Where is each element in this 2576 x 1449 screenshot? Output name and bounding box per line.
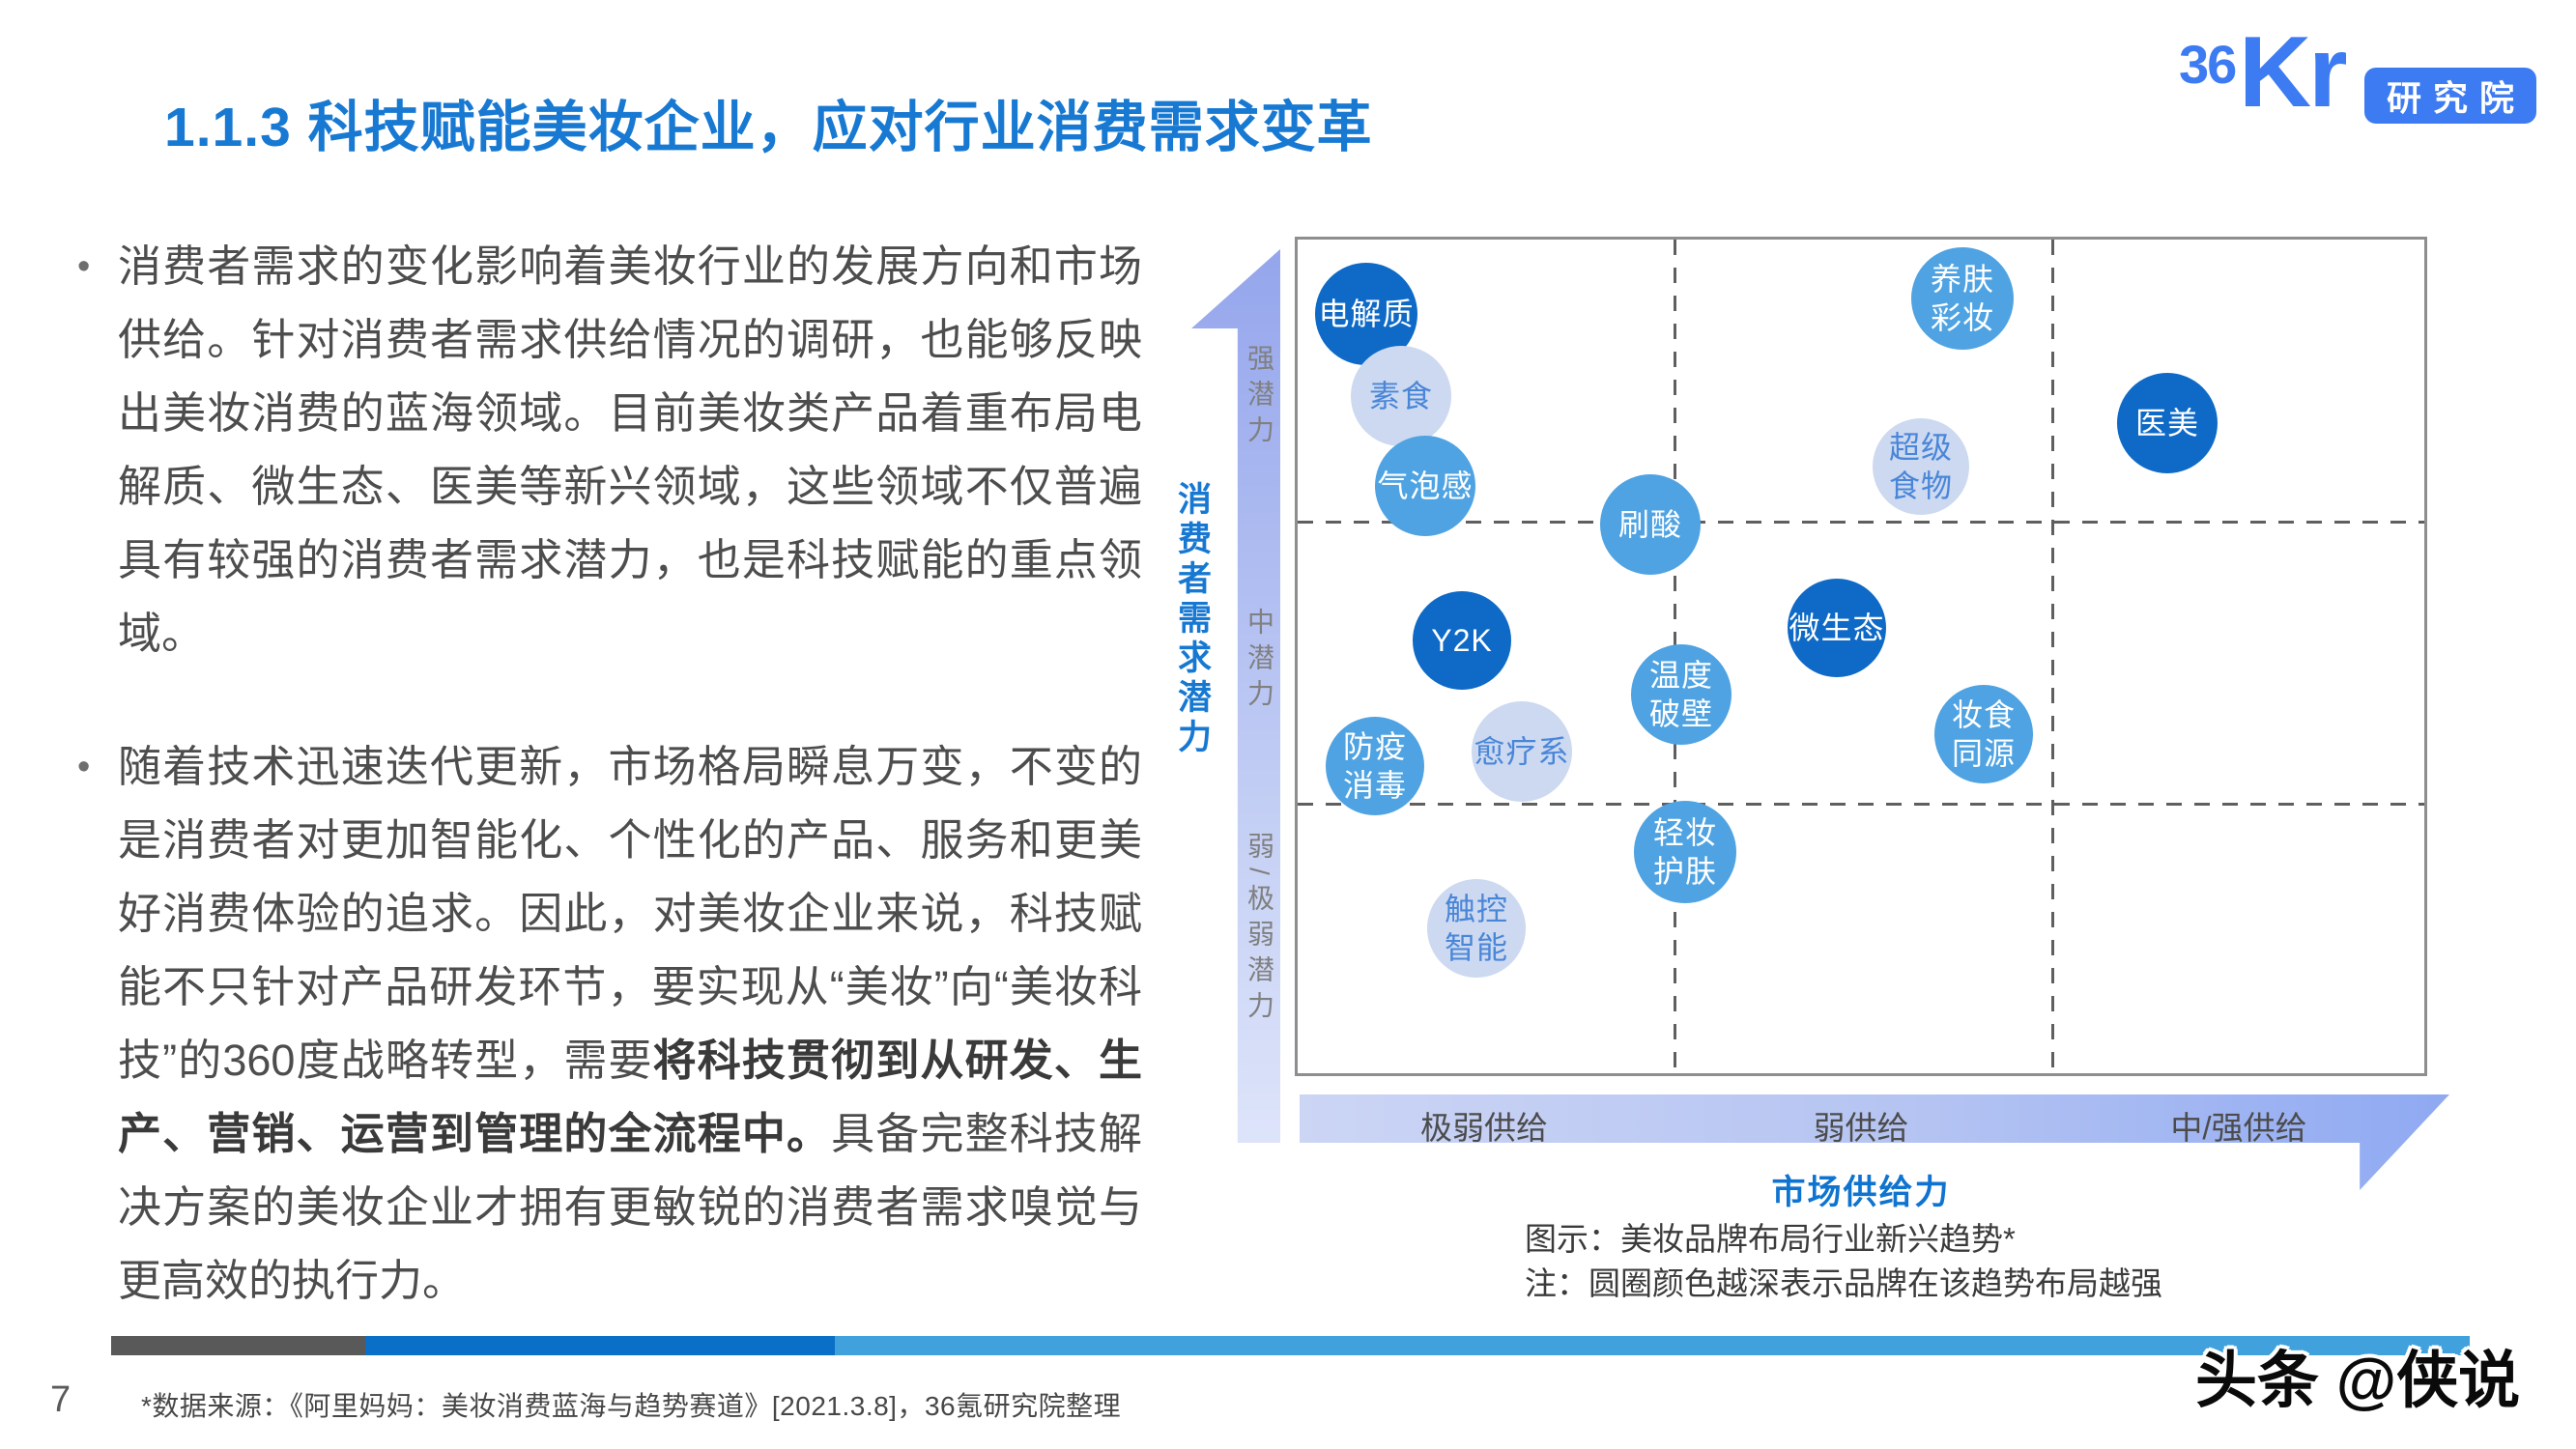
chart-bubble-气泡感: 气泡感 bbox=[1375, 436, 1475, 536]
chart-bubble-Y2K: Y2K bbox=[1413, 591, 1511, 690]
chart-bubble-愈疗系: 愈疗系 bbox=[1472, 701, 1572, 802]
bullet-dot: • bbox=[77, 246, 91, 287]
chart-caption-note: 注：圆圈颜色越深表示品牌在该趋势布局越强 bbox=[1525, 1265, 2162, 1301]
bullet-item-1: • 消费者需求的变化影响着美妆行业的发展方向和市场供给。针对消费者需求供给情况的调… bbox=[75, 230, 1142, 670]
x-tick-weak-supply: 弱供给 bbox=[1813, 1110, 1909, 1146]
bullet-2-post: 具备完整科技解决方案的美妆企业才拥有更敏锐的消费者需求嗅觉与更高效的执行力。 bbox=[118, 1109, 1142, 1305]
bullet-2-text: 随着技术迅速迭代更新，市场格局瞬息万变，不变的是消费者对更加智能化、个性化的产品… bbox=[118, 742, 1142, 1085]
chart-bubble-素食: 素食 bbox=[1351, 346, 1451, 446]
y-tick-strong: 强潜力 bbox=[1245, 344, 1274, 451]
progress-segment-blue bbox=[365, 1336, 835, 1355]
logo-36-text: 36 bbox=[2179, 34, 2237, 95]
x-tick-very-weak-supply: 极弱供给 bbox=[1420, 1110, 1548, 1146]
footer-progress-bar bbox=[111, 1336, 2470, 1355]
chart-bubble-防疫消毒: 防疫 消毒 bbox=[1326, 717, 1424, 815]
chart-bubble-超级食物: 超级 食物 bbox=[1873, 418, 1969, 515]
gridline-vertical-2 bbox=[2051, 240, 2054, 1073]
x-axis-arrow: 极弱供给 弱供给 中/强供给 bbox=[1300, 1094, 2449, 1190]
bullet-2-bold: 将科技贯彻到从研发、生产、营销、运营到管理的全流程中。 bbox=[118, 1036, 1142, 1158]
trend-bubble-chart: 消费者需求潜力 强潜力 中潜力 弱/极弱潜力 电解质 素食 气泡感 刷酸 Y2K 防疫 消毒… bbox=[1159, 222, 2532, 1323]
chart-bubble-妆食同源: 妆食 同源 bbox=[1934, 685, 2033, 783]
bullet-1-text: 消费者需求的变化影响着美妆行业的发展方向和市场供给。针对消费者需求供给情况的调研… bbox=[118, 242, 1142, 658]
logo-kr-text: Kr bbox=[2239, 16, 2348, 128]
watermark: 头条 @侠说 bbox=[2195, 1346, 2521, 1415]
chart-bubble-微生态: 微生态 bbox=[1788, 579, 1886, 677]
y-tick-medium: 中潜力 bbox=[1245, 608, 1274, 715]
bullet-dot: • bbox=[77, 747, 91, 787]
page-title: 1.1.3 科技赋能美妆企业，应对行业消费需求变革 bbox=[164, 97, 1373, 159]
logo-institute-badge: 研究院 bbox=[2364, 68, 2536, 124]
bullet-list: • 消费者需求的变化影响着美妆行业的发展方向和市场供给。针对消费者需求供给情况的调… bbox=[75, 230, 1142, 1318]
source-footnote: *数据来源：《阿里妈妈：美妆消费蓝海与趋势赛道》[2021.3.8]，36氪研究… bbox=[141, 1391, 1122, 1421]
progress-segment-gray bbox=[111, 1336, 365, 1355]
chart-bubble-触控智能: 触控 智能 bbox=[1427, 879, 1526, 978]
chart-bubble-轻妆护肤: 轻妆 护肤 bbox=[1634, 801, 1736, 903]
page-number: 7 bbox=[50, 1379, 72, 1420]
chart-bubble-养肤彩妆: 养肤 彩妆 bbox=[1911, 247, 2014, 350]
chart-bubble-刷酸: 刷酸 bbox=[1600, 474, 1701, 575]
chart-caption-title: 图示：美妆品牌布局行业新兴趋势* bbox=[1525, 1221, 2016, 1257]
bullet-item-2: • 随着技术迅速迭代更新，市场格局瞬息万变，不变的是消费者对更加智能化、个性化的产… bbox=[75, 730, 1142, 1318]
chart-bubble-温度破壁: 温度 破壁 bbox=[1631, 644, 1732, 745]
gridline-horizontal-1 bbox=[1298, 521, 2424, 524]
plot-area: 电解质 素食 气泡感 刷酸 Y2K 防疫 消毒 愈疗系 触控 智能 温度 破壁 轻妆 护肤 微生态 超级 食物养… bbox=[1295, 237, 2427, 1076]
chart-caption: 图示：美妆品牌布局行业新兴趋势* 注：圆圈颜色越深表示品牌在该趋势布局越强 bbox=[1525, 1217, 2162, 1306]
36kr-logo: 36 Kr 研究院 bbox=[2179, 16, 2546, 164]
gridline-horizontal-2 bbox=[1298, 803, 2424, 806]
y-tick-weak: 弱/极弱潜力 bbox=[1245, 832, 1274, 1027]
x-tick-strong-supply: 中/强供给 bbox=[2170, 1110, 2307, 1146]
chart-bubble-医美: 医美 bbox=[2117, 373, 2218, 473]
y-axis-title: 消费者需求潜力 bbox=[1173, 481, 1211, 758]
x-axis-title: 市场供给力 bbox=[1771, 1174, 1951, 1211]
progress-segment-lightblue bbox=[835, 1336, 2470, 1355]
